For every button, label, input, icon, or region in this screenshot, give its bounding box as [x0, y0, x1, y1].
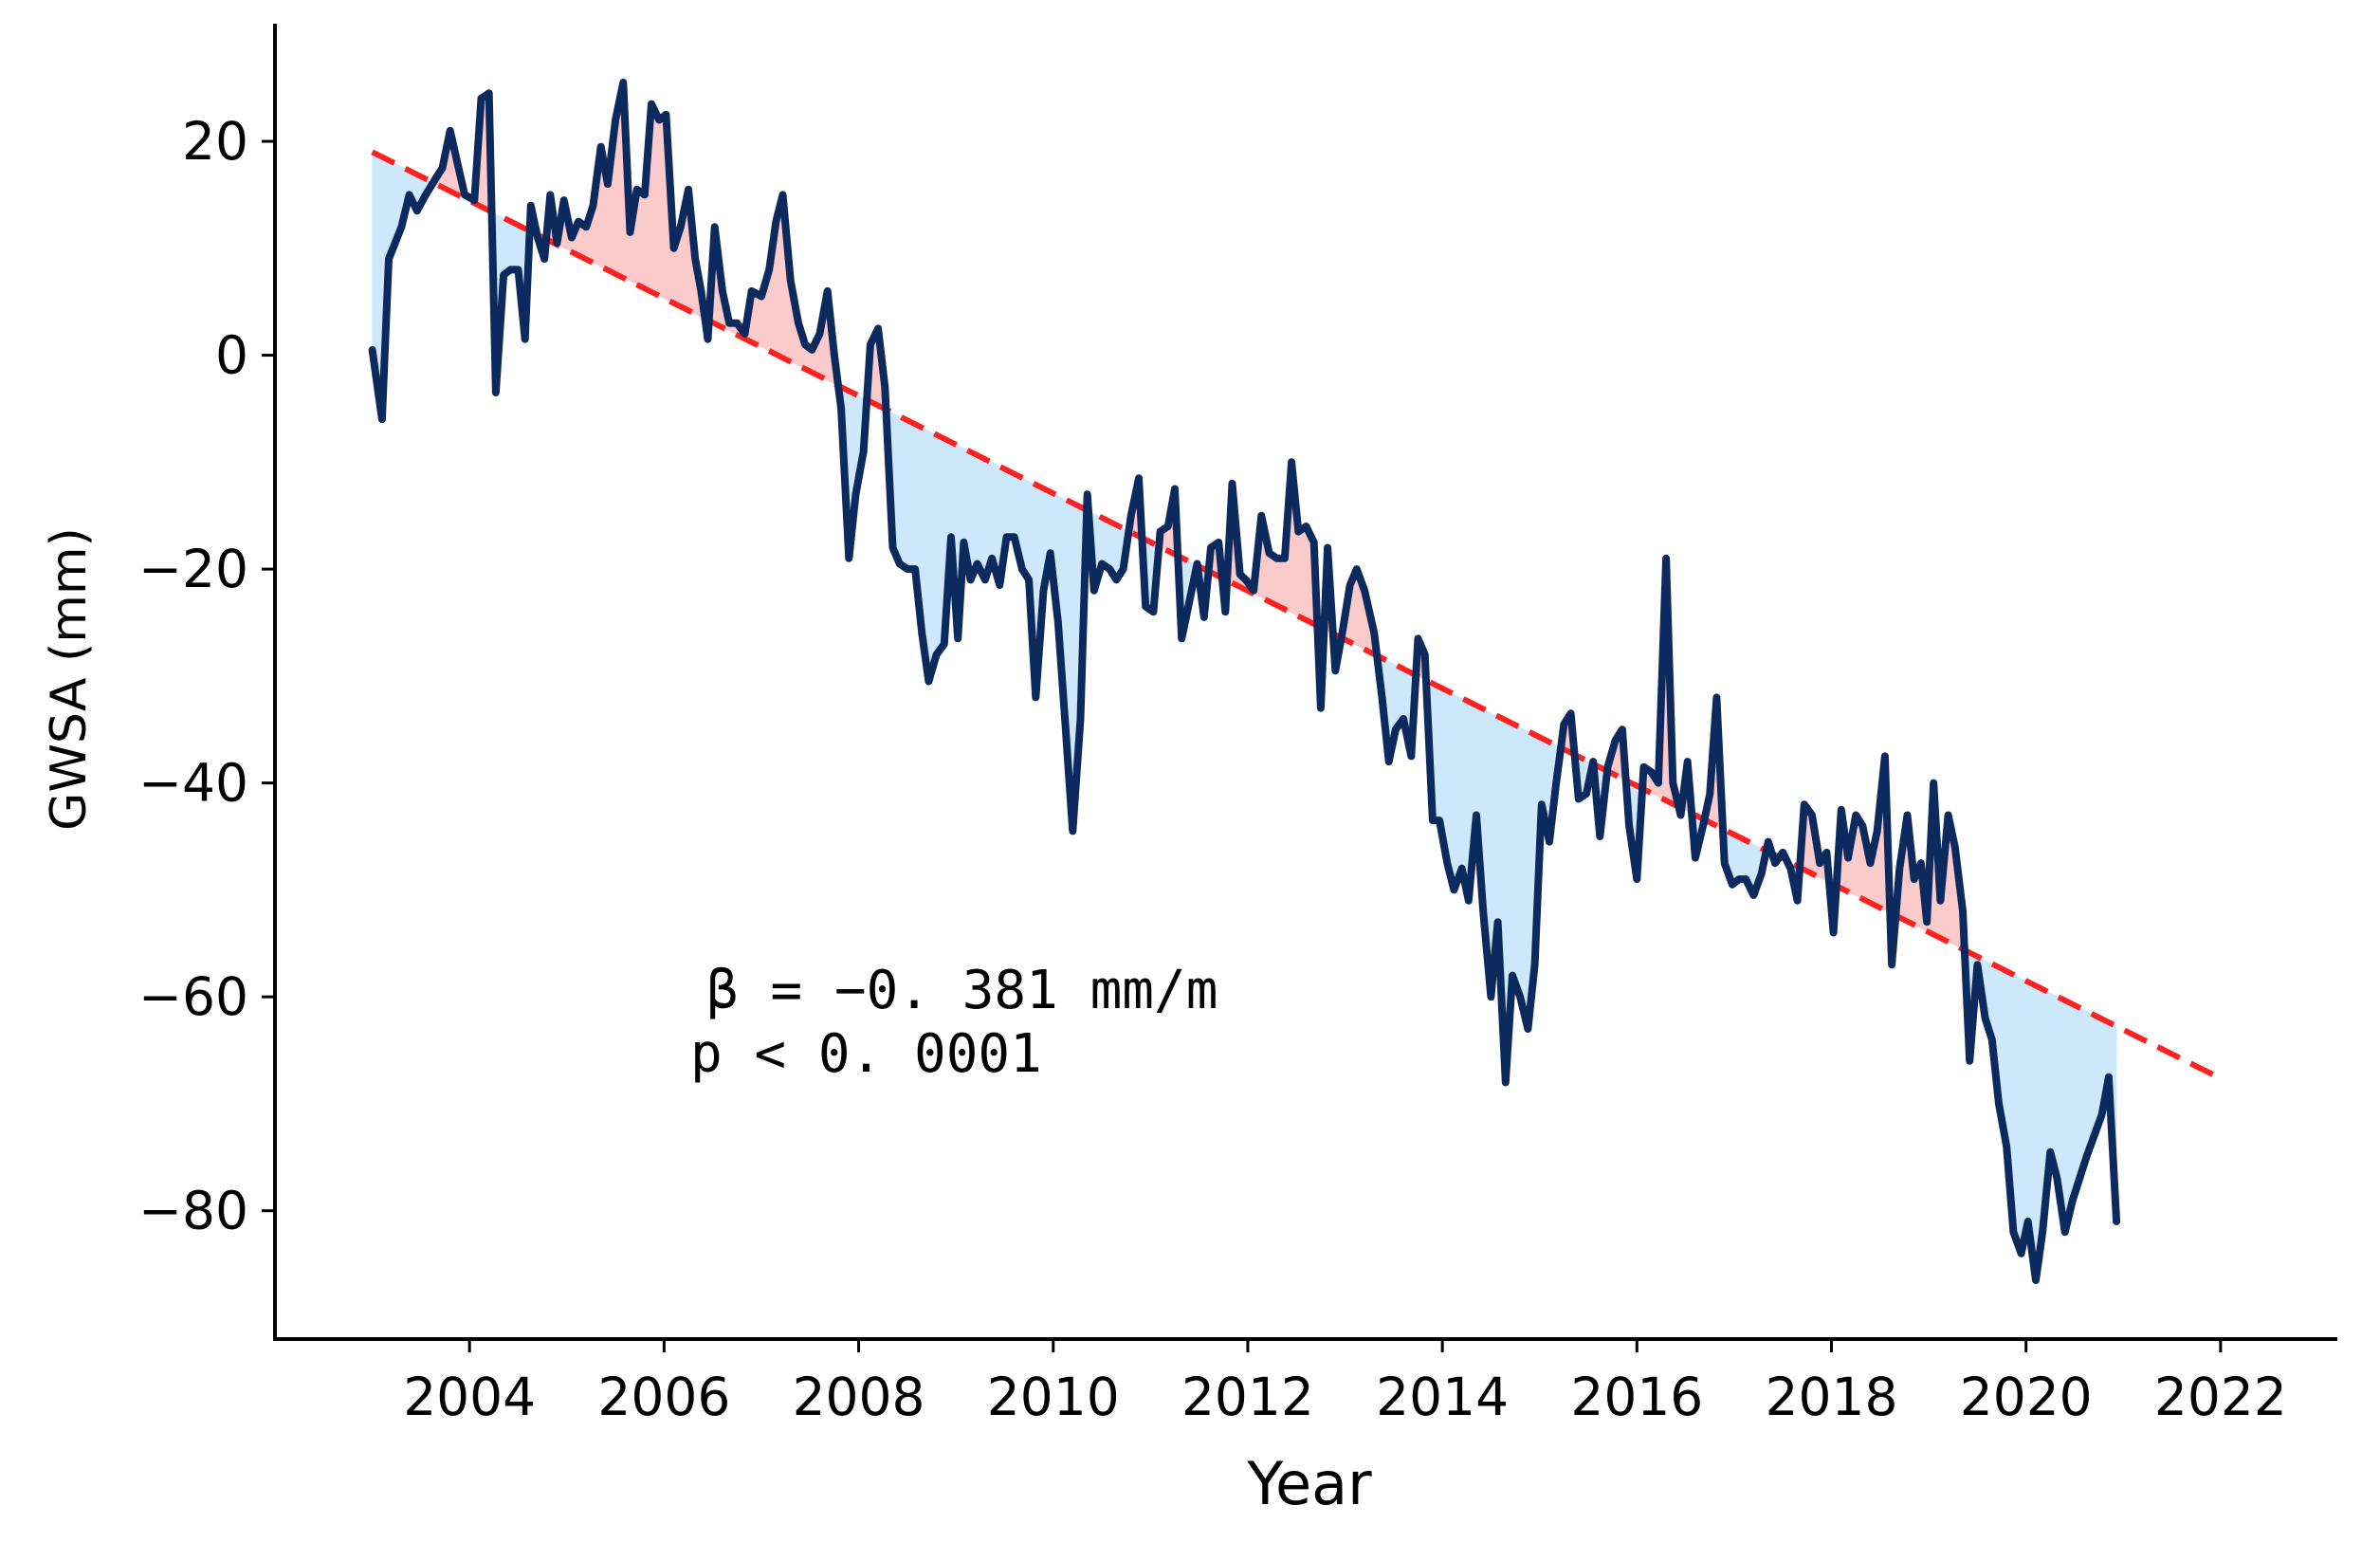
- x-tick-label: 2014: [1376, 1367, 1509, 1427]
- y-ticks: 20 0 −20 −40 −60 −80: [138, 111, 275, 1241]
- x-ticks: 2004 2006 2008 2010 2012 2014 2016 2018 2020 2022: [403, 1339, 2287, 1427]
- below-trend-fill: [928, 430, 937, 682]
- y-tick-label: −80: [138, 1181, 248, 1241]
- deviation-fills: [372, 82, 2117, 1281]
- below-trend-fill: [2021, 978, 2029, 1254]
- below-trend-fill: [906, 419, 916, 570]
- x-tick-label: 2008: [793, 1367, 925, 1427]
- below-trend-fill: [509, 220, 519, 270]
- x-tick-label: 2016: [1570, 1367, 1703, 1427]
- x-tick-label: 2004: [403, 1367, 536, 1427]
- below-trend-fill: [1511, 723, 1521, 998]
- x-tick-label: 2018: [1766, 1367, 1898, 1427]
- axes: [273, 24, 2337, 1341]
- below-trend-fill: [1738, 836, 1747, 880]
- x-axis-label: Year: [1246, 1449, 1372, 1518]
- y-tick-label: 20: [182, 111, 248, 172]
- above-trend-fill: [1276, 558, 1286, 611]
- trend-pvalue-annotation: p < 0. 0001: [690, 1023, 1042, 1085]
- below-trend-fill: [1454, 693, 1462, 890]
- below-trend-fill: [899, 415, 908, 570]
- below-trend-fill: [1006, 469, 1016, 538]
- x-tick-label: 2020: [1960, 1367, 2093, 1427]
- below-trend-fill: [1519, 726, 1529, 1030]
- trend-line-group: [371, 149, 2218, 1079]
- y-tick-label: 0: [215, 325, 248, 386]
- y-tick-label: −60: [138, 966, 248, 1027]
- trend-slope-annotation: β = −0. 381 mm/m: [706, 960, 1217, 1021]
- trend-line: [371, 149, 2218, 1079]
- gwsa-series-line: [368, 79, 2121, 1284]
- x-tick-label: 2006: [597, 1367, 730, 1427]
- x-tick-label: 2022: [2154, 1367, 2287, 1427]
- y-tick-label: −40: [138, 753, 248, 814]
- y-axis-label: GWSA (mm): [41, 527, 98, 831]
- x-tick-label: 2010: [987, 1367, 1120, 1427]
- above-trend-fill: [1297, 525, 1307, 621]
- series-line-group: [368, 79, 2121, 1284]
- x-tick-label: 2012: [1181, 1367, 1314, 1427]
- y-tick-label: −20: [138, 539, 248, 599]
